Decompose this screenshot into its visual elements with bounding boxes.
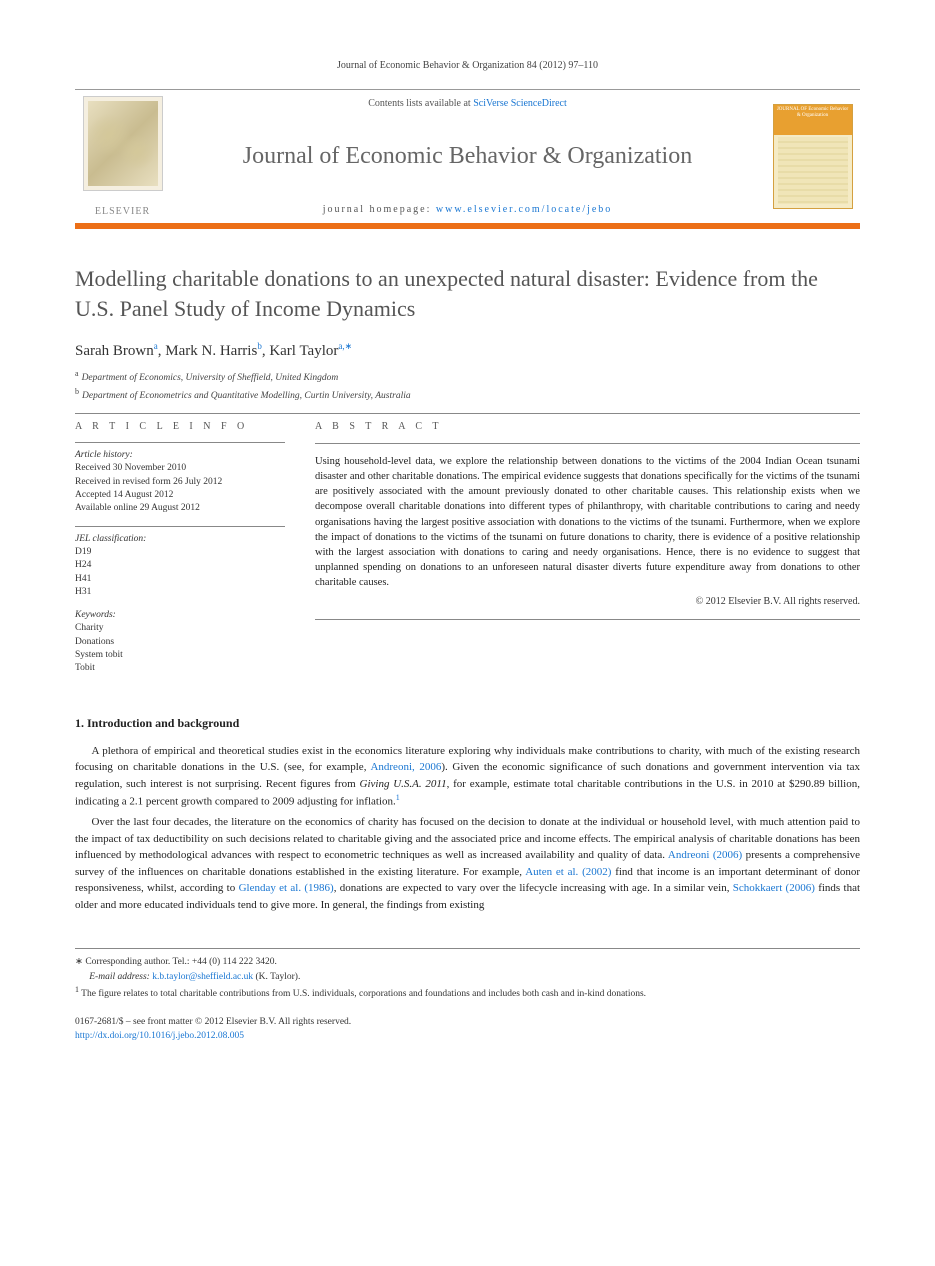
cover-thumb-body [778, 137, 848, 204]
citation-link[interactable]: Andreoni (2006) [668, 849, 742, 861]
article-page: Journal of Economic Behavior & Organizat… [0, 0, 935, 1084]
author-name: Karl Taylor [269, 343, 338, 359]
body-paragraph: A plethora of empirical and theoretical … [75, 743, 860, 811]
journal-title: Journal of Economic Behavior & Organizat… [243, 143, 692, 170]
email-line: E-mail address: k.b.taylor@sheffield.ac.… [75, 970, 860, 984]
para-text: , donations are expected to vary over th… [334, 882, 733, 894]
article-info-label: A R T I C L E I N F O [75, 420, 285, 434]
citation-link[interactable]: Glenday et al. (1986) [239, 882, 334, 894]
info-abstract-row: A R T I C L E I N F O Article history: R… [75, 420, 860, 685]
affiliation-text: Department of Economics, University of S… [82, 374, 339, 384]
author-list: Sarah Browna, Mark N. Harrisb, Karl Tayl… [75, 341, 860, 360]
author-affil-marker: a,∗ [338, 341, 352, 351]
footnote-text: Corresponding author. Tel.: +44 (0) 114 … [85, 957, 277, 967]
abstract-text: Using household-level data, we explore t… [315, 454, 860, 591]
keyword: System tobit [75, 649, 285, 662]
footnotes: ∗ Corresponding author. Tel.: +44 (0) 11… [75, 948, 860, 1001]
homepage-prefix: journal homepage: [323, 204, 436, 215]
jel-code: H41 [75, 573, 285, 586]
author-name: Mark N. Harris [165, 343, 257, 359]
article-history-head: Article history: [75, 449, 285, 462]
jel-head: JEL classification: [75, 533, 285, 546]
publisher-name: ELSEVIER [95, 206, 150, 217]
body-paragraph: Over the last four decades, the literatu… [75, 814, 860, 913]
journal-homepage-link[interactable]: www.elsevier.com/locate/jebo [436, 204, 612, 215]
divider [315, 443, 860, 444]
keyword: Donations [75, 636, 285, 649]
history-line: Accepted 14 August 2012 [75, 489, 285, 502]
email-label: E-mail address: [89, 972, 150, 982]
email-link[interactable]: k.b.taylor@sheffield.ac.uk [152, 972, 253, 982]
history-line: Received in revised form 26 July 2012 [75, 476, 285, 489]
author-name: Sarah Brown [75, 343, 154, 359]
journal-homepage-line: journal homepage: www.elsevier.com/locat… [323, 204, 613, 215]
section-introduction: 1. Introduction and background A plethor… [75, 716, 860, 914]
corresponding-author-note: ∗ Corresponding author. Tel.: +44 (0) 11… [75, 955, 860, 969]
affiliations: aDepartment of Economics, University of … [75, 368, 860, 403]
cover-thumb-title: JOURNAL OF Economic Behavior & Organizat… [774, 105, 852, 135]
jel-code: H24 [75, 559, 285, 572]
article-info-column: A R T I C L E I N F O Article history: R… [75, 420, 285, 685]
section-heading: 1. Introduction and background [75, 716, 860, 731]
divider [315, 619, 860, 620]
abstract-label: A B S T R A C T [315, 420, 860, 435]
article-title: Modelling charitable donations to an une… [75, 264, 860, 323]
divider [75, 442, 285, 443]
keyword: Charity [75, 622, 285, 635]
jel-code: D19 [75, 546, 285, 559]
journal-masthead: ELSEVIER Contents lists available at Sci… [75, 89, 860, 229]
author-affil-marker: b [257, 341, 262, 351]
email-who: (K. Taylor). [256, 972, 301, 982]
doi-link[interactable]: http://dx.doi.org/10.1016/j.jebo.2012.08… [75, 1031, 244, 1041]
footnote-1: 1 The figure relates to total charitable… [75, 984, 860, 1001]
sciencedirect-link[interactable]: SciVerse ScienceDirect [473, 98, 567, 109]
masthead-left: ELSEVIER [75, 90, 170, 223]
citation-link[interactable]: Schokkaert (2006) [733, 882, 815, 894]
jel-code: H31 [75, 586, 285, 599]
author-affil-marker: a [154, 341, 158, 351]
affiliation-text: Department of Econometrics and Quantitat… [82, 391, 411, 401]
masthead-center: Contents lists available at SciVerse Sci… [170, 90, 765, 223]
citation-link[interactable]: Andreoni, 2006 [370, 761, 441, 773]
footnote-marker: ∗ [75, 957, 83, 967]
page-footer: 0167-2681/$ – see front matter © 2012 El… [75, 1015, 860, 1044]
elsevier-tree-icon [83, 96, 163, 191]
abstract-copyright: © 2012 Elsevier B.V. All rights reserved… [315, 595, 860, 610]
divider [75, 526, 285, 527]
article-history-group: Article history: Received 30 November 20… [75, 449, 285, 515]
abstract-column: A B S T R A C T Using household-level da… [315, 420, 860, 685]
keywords-group: Keywords: Charity Donations System tobit… [75, 609, 285, 675]
masthead-right: JOURNAL OF Economic Behavior & Organizat… [765, 90, 860, 223]
footnote-text: The figure relates to total charitable c… [81, 989, 646, 999]
divider [75, 413, 860, 414]
contents-prefix: Contents lists available at [368, 98, 473, 109]
jel-group: JEL classification: D19 H24 H41 H31 [75, 533, 285, 599]
running-head-citation: Journal of Economic Behavior & Organizat… [75, 60, 860, 71]
footnote-ref[interactable]: 1 [396, 793, 400, 802]
affiliation-line: bDepartment of Econometrics and Quantita… [75, 386, 860, 403]
front-matter-line: 0167-2681/$ – see front matter © 2012 El… [75, 1015, 860, 1029]
keywords-head: Keywords: [75, 609, 285, 622]
footnote-marker: 1 [75, 985, 79, 994]
affiliation-line: aDepartment of Economics, University of … [75, 368, 860, 385]
work-title-italic: Giving U.S.A. 2011 [360, 778, 447, 790]
history-line: Received 30 November 2010 [75, 462, 285, 475]
history-line: Available online 29 August 2012 [75, 502, 285, 515]
keyword: Tobit [75, 662, 285, 675]
contents-available-line: Contents lists available at SciVerse Sci… [368, 98, 567, 109]
journal-cover-thumbnail: JOURNAL OF Economic Behavior & Organizat… [773, 104, 853, 209]
citation-link[interactable]: Auten et al. (2002) [525, 866, 611, 878]
